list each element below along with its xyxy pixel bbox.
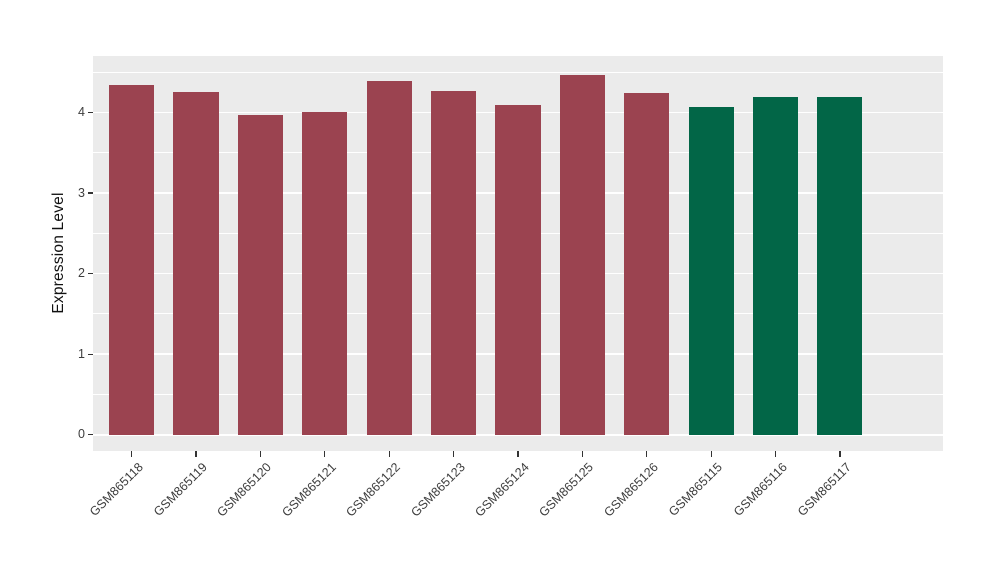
gridline-minor	[93, 71, 943, 73]
x-tick-mark	[324, 451, 326, 457]
bar-GSM865115	[688, 106, 734, 435]
bar-GSM865120	[237, 114, 283, 435]
bar-GSM865122	[366, 80, 412, 435]
y-tick-label-4: 4	[78, 104, 85, 119]
plot-panel	[93, 56, 943, 451]
x-tick-mark	[710, 451, 712, 457]
bar-GSM865118	[109, 85, 155, 435]
x-tick-mark	[517, 451, 519, 457]
y-tick-label-2: 2	[78, 266, 85, 281]
x-tick-label-GSM865115: GSM865115	[666, 460, 726, 519]
x-tick-mark	[774, 451, 777, 457]
x-tick-mark	[259, 451, 261, 457]
y-tick-label-3: 3	[78, 185, 85, 200]
y-tick-label-1: 1	[78, 346, 85, 361]
x-tick-label-GSM865124: GSM865124	[472, 460, 532, 520]
x-tick-label-GSM865119: GSM865119	[151, 460, 210, 519]
x-tick-mark	[195, 451, 197, 457]
y-tick-mark	[88, 111, 93, 114]
x-tick-label-GSM865121: GSM865121	[279, 460, 339, 520]
y-tick-mark	[88, 273, 93, 275]
x-tick-label-GSM865120: GSM865120	[214, 460, 275, 520]
x-tick-label-GSM865116: GSM865116	[730, 460, 790, 519]
x-tick-mark	[131, 451, 133, 457]
x-tick-mark	[581, 451, 583, 457]
bar-GSM865119	[173, 92, 219, 435]
bar-GSM865126	[624, 93, 670, 435]
x-tick-label-GSM865118: GSM865118	[86, 460, 146, 519]
bar-GSM865117	[817, 97, 863, 435]
x-tick-label-GSM865122: GSM865122	[343, 460, 404, 520]
y-tick-mark	[88, 192, 93, 194]
x-tick-label-GSM865117: GSM865117	[794, 460, 854, 519]
y-tick-mark	[88, 353, 93, 355]
x-tick-mark	[388, 451, 390, 457]
bar-GSM865124	[495, 105, 541, 435]
x-tick-mark	[646, 451, 648, 457]
x-tick-label-GSM865123: GSM865123	[407, 460, 468, 520]
y-tick-label-0: 0	[78, 427, 85, 442]
y-tick-mark	[88, 434, 93, 436]
bar-GSM865125	[559, 75, 605, 435]
x-tick-mark	[839, 451, 841, 457]
y-axis-title: Expression Level	[50, 192, 67, 314]
bar-GSM865116	[753, 97, 799, 435]
x-tick-mark	[453, 451, 455, 457]
x-tick-label-GSM865125: GSM865125	[536, 460, 597, 520]
bar-GSM865121	[302, 111, 348, 435]
x-tick-label-GSM865126: GSM865126	[601, 460, 661, 520]
bar-GSM865123	[431, 91, 477, 435]
